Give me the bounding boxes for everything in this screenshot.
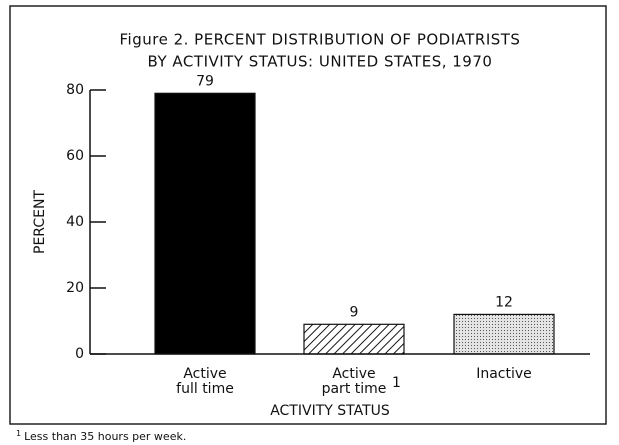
x-tick-label: Inactive [476,366,532,382]
x-axis-label: ACTIVITY STATUS [270,403,390,419]
chart-title: Figure 2. PERCENT DISTRIBUTION OF PODIAT… [120,31,521,49]
y-tick-label: 0 [75,346,84,362]
value-label: 79 [196,73,214,89]
x-tick-label: Active part time [322,366,387,397]
x-tick-label-line: part time [322,381,387,397]
y-axis-label: PERCENT [32,190,48,254]
x-tick-label-line: full time [176,381,234,397]
footnote-text: Less than 35 hours per week. [24,430,186,443]
bar [453,313,555,355]
x-tick-label-line: Active [183,366,226,382]
x-tick-label: Active full time [176,366,234,397]
bar [303,323,405,355]
value-label: 12 [495,294,513,310]
frame [9,5,607,425]
category-footnote-marker: 1 [392,375,401,391]
y-tick-label: 20 [66,280,84,296]
x-tick-label-line: Active [332,366,375,382]
y-tick-label: 40 [66,214,84,230]
y-tick-label: 80 [66,82,84,98]
x-tick-label-line: Inactive [476,366,532,382]
chart-title: BY ACTIVITY STATUS: UNITED STATES, 1970 [148,53,493,71]
footnote: 1 Less than 35 hours per week. [16,429,186,444]
y-tick-label: 60 [66,148,84,164]
value-label: 9 [350,304,359,320]
bar [154,92,256,355]
footnote-marker: 1 [16,429,21,438]
